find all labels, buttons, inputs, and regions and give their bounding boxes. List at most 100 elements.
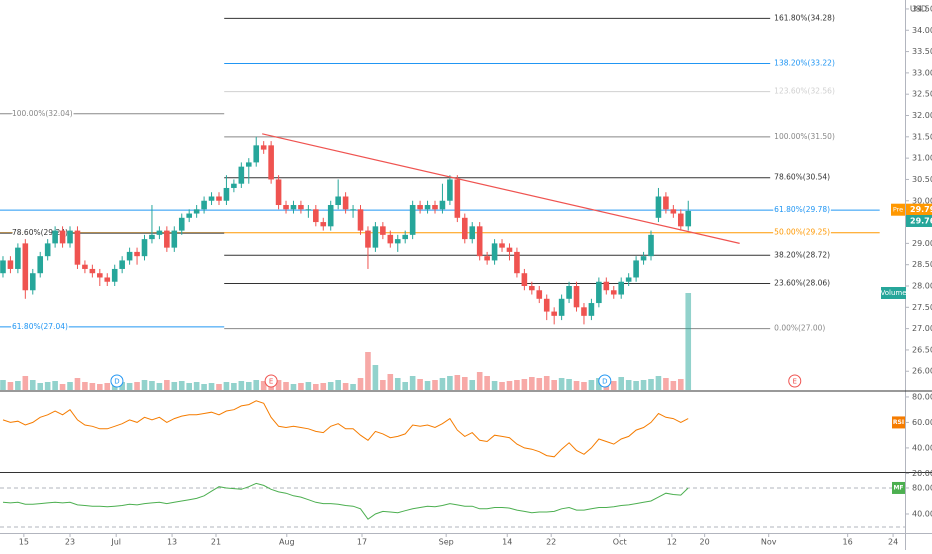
y-tick-label: 80.00 <box>912 392 932 401</box>
volume-bar <box>633 381 639 390</box>
candle-body <box>447 179 453 201</box>
volume-bar <box>566 379 572 390</box>
volume-bar <box>335 380 341 390</box>
y-tick-label: 34.00 <box>912 26 932 35</box>
pre-tag: Pre <box>893 206 903 214</box>
candle-body <box>432 205 438 210</box>
fib-label: 123.60%(32.56) <box>774 87 835 96</box>
x-tick-label: Sep <box>439 538 454 547</box>
candle-body <box>610 290 617 295</box>
candle-body <box>290 205 297 210</box>
volume-bar <box>476 372 483 390</box>
candle-body <box>424 205 431 210</box>
volume-bar <box>82 382 88 390</box>
candle-body <box>97 273 103 278</box>
volume-bar <box>290 384 297 390</box>
candle-body <box>67 230 73 244</box>
y-tick-label: 31.00 <box>912 154 932 163</box>
candle-body <box>402 234 409 240</box>
candle-body <box>387 234 394 244</box>
candle-body <box>171 230 178 248</box>
fib-label: 61.80%(29.78) <box>774 205 830 214</box>
volume-bar <box>380 380 386 390</box>
volume-bar <box>141 380 148 390</box>
fib-label: 0.00%(27.00) <box>774 324 825 333</box>
candle-body <box>394 239 401 244</box>
candle-body <box>111 268 118 282</box>
volume-bar <box>581 382 587 390</box>
volume-bar <box>469 380 476 390</box>
event-label: E <box>793 378 797 386</box>
volume-bar <box>461 377 468 390</box>
volume-bar <box>558 378 565 390</box>
volume-bar <box>677 379 684 390</box>
x-tick-label: 20 <box>700 538 710 547</box>
volume-bar <box>156 383 163 390</box>
volume-bar <box>350 384 356 390</box>
volume-bar <box>417 379 423 390</box>
volume-bar <box>365 352 371 390</box>
volume-bar <box>0 380 6 390</box>
candle-body <box>409 205 416 235</box>
candle-body <box>327 205 334 227</box>
volume-bar <box>521 379 528 390</box>
volume-bar <box>625 380 632 390</box>
volume-bar <box>15 381 21 390</box>
last-price-bg <box>906 214 932 227</box>
volume-bar <box>126 383 133 390</box>
candle-body <box>365 230 371 248</box>
fib-label: 78.60%(29.24) <box>12 228 68 237</box>
candle-body <box>29 273 36 291</box>
volume-bar <box>178 381 185 390</box>
volume-bar <box>149 381 155 390</box>
candle-body <box>514 251 520 274</box>
y-tick-label: 26.00 <box>912 367 932 376</box>
volume-bar <box>514 380 520 390</box>
candle-body <box>581 307 587 316</box>
candle-body <box>648 234 654 257</box>
volume-bar <box>231 383 237 390</box>
candle-body <box>618 281 625 295</box>
event-marker <box>788 374 802 388</box>
candle-body <box>573 286 580 308</box>
pre-price-bg <box>906 203 932 216</box>
volume-bar <box>283 382 289 390</box>
volume-bar <box>506 381 513 390</box>
x-tick-label: Aug <box>279 538 295 547</box>
y-tick-label: 33.00 <box>912 68 932 77</box>
y-tick-label: 29.00 <box>912 239 932 248</box>
volume-bar <box>342 383 349 390</box>
indicator-line <box>2 482 689 520</box>
volume-bar <box>275 380 282 390</box>
volume-bar <box>655 376 662 390</box>
last-price: 29.76 <box>910 216 932 225</box>
y-tick-label: 40.00 <box>912 509 932 518</box>
y-tick-label: 40.00 <box>912 443 932 452</box>
event-marker <box>110 374 124 388</box>
volume-bar <box>298 383 304 390</box>
fib-label: 23.60%(28.06) <box>774 278 830 287</box>
volume-bar <box>536 378 543 390</box>
y-tick-label: 30.00 <box>912 196 932 205</box>
candle-body <box>521 273 528 286</box>
volume-bar <box>104 383 111 390</box>
candle-body <box>439 200 446 210</box>
indicator-tag: MF <box>893 484 903 491</box>
volume-bar <box>402 382 409 390</box>
volume-bar <box>551 380 557 390</box>
volume-bar <box>394 378 401 390</box>
candle-body <box>89 268 96 274</box>
volume-bar <box>432 380 438 390</box>
volume-bar <box>543 376 550 390</box>
candle-body <box>677 213 684 227</box>
candle-body <box>268 145 274 180</box>
x-tick-label: 15 <box>19 538 29 547</box>
trendline <box>262 133 740 244</box>
x-tick-label: 13 <box>167 538 177 547</box>
candle-body <box>313 209 319 223</box>
candle-body <box>208 196 215 201</box>
fib-label: 78.60%(30.54) <box>774 173 830 182</box>
candle-body <box>223 187 230 201</box>
event-label: E <box>269 378 273 386</box>
